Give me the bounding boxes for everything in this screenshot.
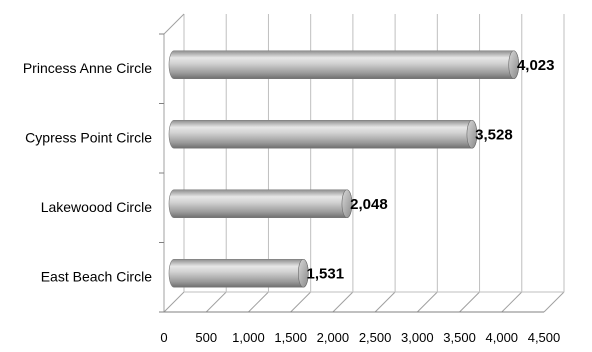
x-tick-label: 3,500 — [443, 330, 476, 345]
x-tick-label: 1,000 — [232, 330, 265, 345]
bar-end-cap — [341, 189, 353, 219]
category-label: Cypress Point Circle — [25, 129, 152, 145]
data-label: 4,023 — [517, 57, 555, 74]
floor-gridline — [290, 291, 312, 313]
x-tick-label: 500 — [195, 330, 217, 345]
floor-gridline — [459, 291, 480, 313]
bar — [168, 189, 353, 219]
floor-gridline — [416, 291, 438, 313]
floor-gridline — [163, 291, 185, 313]
bar-body — [168, 189, 353, 219]
y-axis-top-edge — [163, 13, 185, 35]
bar — [168, 258, 309, 288]
data-label: 3,528 — [475, 126, 513, 143]
floor-gridline — [374, 291, 396, 313]
bar-end-cap — [466, 119, 478, 149]
x-tick-label: 2,500 — [359, 330, 392, 345]
x-tick-label: 0 — [160, 330, 167, 345]
bar — [168, 50, 520, 80]
axes — [159, 13, 564, 313]
category-label: East Beach Circle — [41, 268, 152, 284]
floor-gridline — [248, 291, 269, 313]
data-label: 2,048 — [350, 196, 388, 213]
floor-gridline — [501, 291, 523, 313]
data-label: 1,531 — [307, 265, 345, 282]
labels: 0 500 1,000 1,500 2,000 2,500 3,000 3,500 4,000 4… — [23, 57, 560, 345]
bar-body — [168, 119, 478, 149]
x-tick-label: 3,000 — [401, 330, 434, 345]
x-tick-label: 1,500 — [274, 330, 307, 345]
category-label: Princess Anne Circle — [23, 60, 152, 76]
floor-gridline — [543, 291, 565, 313]
x-tick-label: 4,500 — [528, 330, 561, 345]
x-tick-label: 2,000 — [317, 330, 350, 345]
x-tick-label: 4,000 — [486, 330, 519, 345]
floor-gridline — [205, 291, 227, 313]
floor-gridline — [332, 291, 354, 313]
bars — [168, 50, 520, 288]
bar-end-cap — [297, 258, 309, 288]
bar — [168, 119, 478, 149]
bar-body — [168, 258, 309, 288]
bar-body — [168, 50, 519, 80]
bar-end-cap — [508, 50, 520, 80]
category-label: Lakewoood Circle — [41, 199, 152, 215]
